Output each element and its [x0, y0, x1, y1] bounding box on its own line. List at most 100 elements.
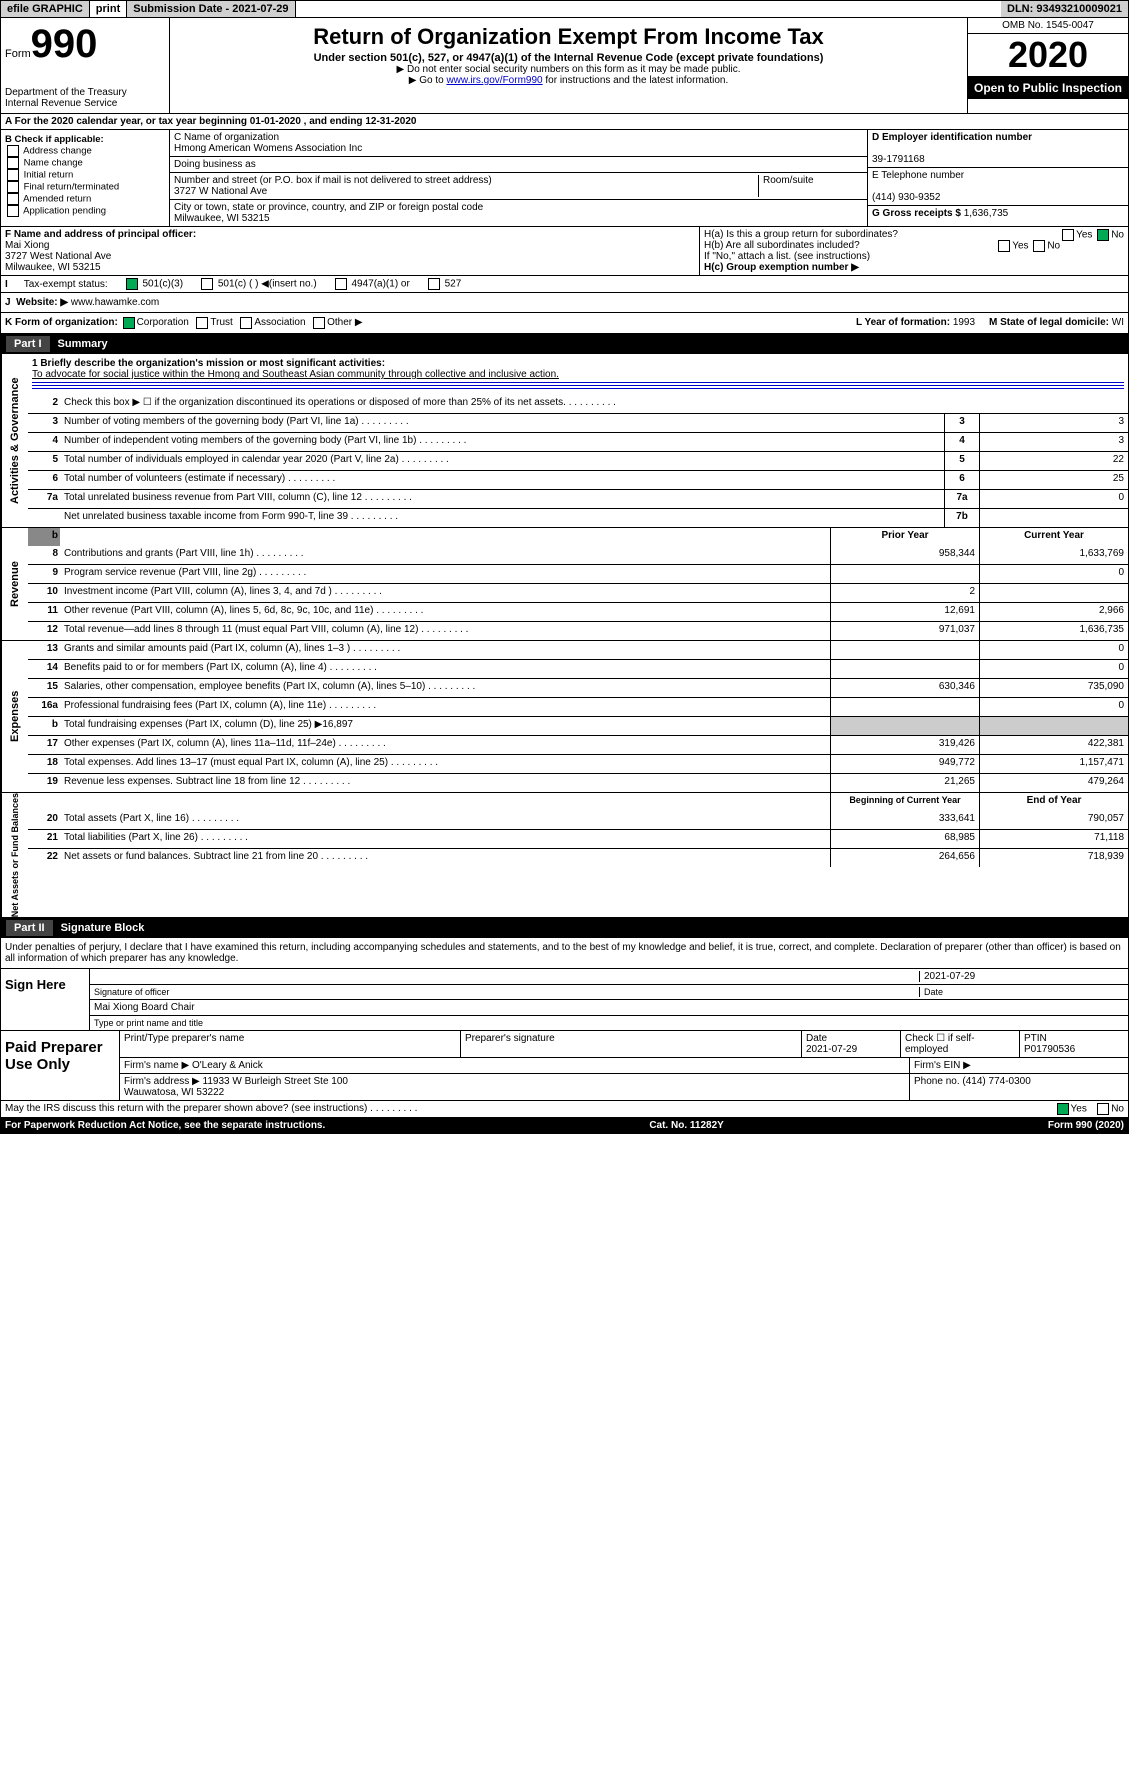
data-line: 16aProfessional fundraising fees (Part I…	[28, 697, 1128, 716]
data-line: 14Benefits paid to or for members (Part …	[28, 659, 1128, 678]
footer-left: For Paperwork Reduction Act Notice, see …	[5, 1120, 325, 1131]
tax-527: 527	[445, 279, 462, 290]
dba-label: Doing business as	[174, 159, 863, 170]
prep-name-h: Print/Type preparer's name	[120, 1031, 461, 1057]
tax-501c3: 501(c)(3)	[142, 279, 183, 290]
chk-address[interactable]: Address change	[5, 145, 165, 157]
note2-post: for instructions and the latest informat…	[543, 75, 729, 86]
footer: For Paperwork Reduction Act Notice, see …	[0, 1118, 1129, 1134]
officer-addr: 3727 West National Ave Milwaukee, WI 532…	[5, 251, 111, 273]
curr-year-header: Current Year	[979, 528, 1128, 546]
data-line: 12Total revenue—add lines 8 through 11 (…	[28, 621, 1128, 640]
revenue-section: Revenue b Prior Year Current Year 8Contr…	[0, 528, 1129, 641]
l-label: L Year of formation:	[856, 317, 950, 328]
top-bar: efile GRAPHIC print Submission Date - 20…	[0, 0, 1129, 18]
ein-value: 39-1791168	[872, 154, 925, 165]
chk-final[interactable]: Final return/terminated	[5, 181, 165, 193]
print-button[interactable]: print	[90, 1, 127, 17]
k-trust: Trust	[210, 317, 232, 329]
officer-name: Mai Xiong	[5, 240, 49, 251]
data-line: 11Other revenue (Part VIII, column (A), …	[28, 602, 1128, 621]
firm-addr-label: Firm's address ▶	[124, 1076, 200, 1087]
k-assoc: Association	[254, 317, 305, 329]
gross-value: 1,636,735	[964, 208, 1009, 219]
box-b-label: B Check if applicable:	[5, 134, 104, 145]
officer-label: F Name and address of principal officer:	[5, 229, 196, 240]
discuss-no: No	[1111, 1104, 1124, 1115]
firm-name: O'Leary & Anick	[192, 1060, 263, 1071]
fh-block: F Name and address of principal officer:…	[0, 227, 1129, 276]
data-line: 17Other expenses (Part IX, column (A), l…	[28, 735, 1128, 754]
firm-label: Firm's name ▶	[124, 1060, 189, 1071]
governance-section: Activities & Governance 1 Briefly descri…	[0, 354, 1129, 528]
side-na: Net Assets or Fund Balances	[1, 793, 28, 917]
part2-header: Part II Signature Block	[0, 918, 1129, 938]
signer-name: Mai Xiong Board Chair	[94, 1002, 195, 1013]
side-rev: Revenue	[1, 528, 28, 640]
gross-label: G Gross receipts $	[872, 208, 961, 219]
website-row: J Website: ▶ www.hawamke.com	[0, 293, 1129, 313]
data-line: 19Revenue less expenses. Subtract line 1…	[28, 773, 1128, 792]
data-line: 15Salaries, other compensation, employee…	[28, 678, 1128, 697]
website-value: www.hawamke.com	[71, 297, 159, 308]
netassets-section: Net Assets or Fund Balances Beginning of…	[0, 793, 1129, 918]
form-header: Form990 Department of the Treasury Inter…	[0, 18, 1129, 114]
chk-amended[interactable]: Amended return	[5, 193, 165, 205]
box-b: B Check if applicable: Address change Na…	[1, 130, 170, 226]
chk-name[interactable]: Name change	[5, 157, 165, 169]
form-number: Form990	[5, 22, 165, 67]
form-prefix: Form	[5, 48, 31, 60]
submission-date: Submission Date - 2021-07-29	[127, 1, 295, 17]
note-link: Go to www.irs.gov/Form990 for instructio…	[174, 75, 963, 86]
mission-text: To advocate for social justice within th…	[32, 369, 559, 380]
sign-here-label: Sign Here	[1, 969, 89, 1030]
prep-date-h: Date	[806, 1033, 827, 1044]
perjury-statement: Under penalties of perjury, I declare th…	[0, 938, 1129, 969]
footer-right: Form 990 (2020)	[1048, 1120, 1124, 1131]
website-label: Website: ▶	[16, 297, 68, 308]
dln-label: DLN: 93493210009021	[1001, 1, 1128, 17]
prep-sig-h: Preparer's signature	[461, 1031, 802, 1057]
part1-header: Part I Summary	[0, 334, 1129, 354]
boy-header: Beginning of Current Year	[830, 793, 979, 811]
dept-label: Department of the Treasury Internal Reve…	[5, 87, 165, 109]
discuss-text: May the IRS discuss this return with the…	[5, 1103, 417, 1115]
form-subtitle: Under section 501(c), 527, or 4947(a)(1)…	[174, 52, 963, 64]
gov-line: Net unrelated business taxable income fr…	[28, 508, 1128, 527]
sig-date: 2021-07-29	[924, 971, 975, 982]
chk-pending[interactable]: Application pending	[5, 205, 165, 217]
side-gov: Activities & Governance	[1, 354, 28, 527]
discuss-row: May the IRS discuss this return with the…	[0, 1101, 1129, 1118]
irs-link[interactable]: www.irs.gov/Form990	[446, 75, 542, 86]
tax-501c: 501(c) ( ) ◀(insert no.)	[218, 279, 317, 290]
gov-line: 7aTotal unrelated business revenue from …	[28, 489, 1128, 508]
sign-here-block: Sign Here 2021-07-29 Signature of office…	[0, 969, 1129, 1031]
chk-initial[interactable]: Initial return	[5, 169, 165, 181]
data-line: 9Program service revenue (Part VIII, lin…	[28, 564, 1128, 583]
k-label: K Form of organization:	[5, 317, 118, 329]
gov-line: 3Number of voting members of the governi…	[28, 413, 1128, 432]
entity-block: B Check if applicable: Address change Na…	[0, 130, 1129, 227]
org-city: Milwaukee, WI 53215	[174, 213, 863, 224]
note2-pre: Go to	[419, 75, 446, 86]
side-exp: Expenses	[1, 641, 28, 792]
efile-label: efile GRAPHIC	[1, 1, 90, 17]
paid-preparer-block: Paid Preparer Use Only Print/Type prepar…	[0, 1031, 1129, 1101]
m-label: M State of legal domicile:	[989, 317, 1109, 328]
data-line: 10Investment income (Part VIII, column (…	[28, 583, 1128, 602]
data-line: 13Grants and similar amounts paid (Part …	[28, 641, 1128, 659]
phone-label: E Telephone number	[872, 170, 964, 181]
addr-label: Number and street (or P.O. box if mail i…	[174, 175, 758, 186]
name-title-label: Type or print name and title	[90, 1016, 1128, 1030]
part2-tab: Part II	[6, 920, 53, 936]
box-right: D Employer identification number 39-1791…	[867, 130, 1128, 226]
gov-line: 5Total number of individuals employed in…	[28, 451, 1128, 470]
prior-year-header: Prior Year	[830, 528, 979, 546]
data-line: 8Contributions and grants (Part VIII, li…	[28, 546, 1128, 564]
expenses-section: Expenses 13Grants and similar amounts pa…	[0, 641, 1129, 793]
ein-label2: Firm's EIN ▶	[910, 1058, 1128, 1073]
paid-label: Paid Preparer Use Only	[1, 1031, 119, 1100]
ptin-h: PTIN	[1024, 1033, 1047, 1044]
phone-value: (414) 930-9352	[872, 192, 940, 203]
m-val: WI	[1112, 317, 1124, 328]
